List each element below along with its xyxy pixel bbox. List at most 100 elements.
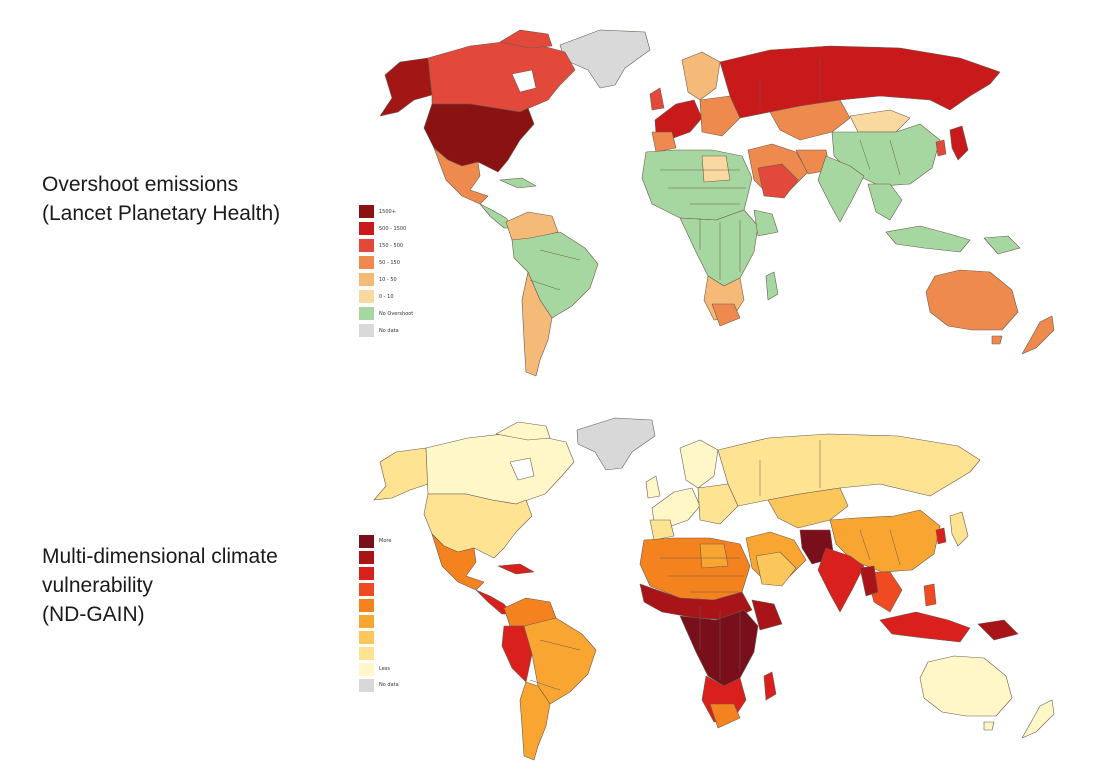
legend-swatch [359,273,374,286]
region-arabian-peninsula [757,163,799,199]
region-brazil [523,617,597,705]
vulnerability-map-caption: Multi-dimensional climate vulnerability … [42,542,278,629]
climate-vulnerability-map [373,417,1055,761]
region-alaska [373,447,429,501]
region-uk [649,87,665,111]
caption-line: vulnerability [42,574,153,597]
legend-swatch [359,646,374,660]
legend-swatch [359,239,374,252]
legend-swatch [359,256,374,269]
region-uk [645,475,661,499]
legend-item: No Overshoot [359,305,413,322]
legend-swatch [359,307,374,320]
legend-label: 500 - 1500 [379,225,407,232]
region-tasmania [991,335,1003,345]
legend-swatch [359,290,374,303]
region-caribbean [497,563,535,575]
region-south-africa [709,703,741,729]
caption-line: Overshoot emissions [42,173,239,196]
legend-label: 150 - 500 [379,242,404,249]
region-caribbean [499,177,537,189]
region-australia [925,269,1019,331]
region-korea [935,139,947,157]
region-madagascar [763,671,777,701]
legend-item [359,629,399,645]
region-greenland [576,417,656,471]
region-central-africa [679,609,759,687]
region-korea [935,527,947,545]
region-papua [983,235,1021,255]
region-myanmar [859,565,879,597]
legend-label: 0 - 10 [379,293,394,300]
region-eastern-europe [697,483,739,525]
legend-label: More [379,538,392,544]
region-brazil [511,231,599,319]
region-japan [949,511,969,547]
region-india [817,547,865,613]
legend-label: 50 - 150 [379,259,400,266]
region-central-africa [679,209,759,287]
region-horn-of-africa [753,209,779,237]
region-mexico [431,533,485,591]
region-iberia [651,131,677,153]
region-madagascar [765,271,779,301]
region-tasmania [983,721,995,731]
legend-item [359,549,399,565]
region-canada [425,431,575,505]
legend-swatch [359,566,374,580]
legend-swatch [359,614,374,628]
region-papua [977,619,1019,641]
legend-item: 500 - 1500 [359,220,413,237]
region-libya [701,155,731,183]
legend-item: No data [359,677,399,693]
legend-swatch [359,324,374,337]
legend-item [359,581,399,597]
legend-swatch [359,550,374,564]
region-hudson-bay [511,69,537,93]
region-canada [427,39,576,113]
region-russia [719,45,1001,119]
legend-item: More [359,533,399,549]
overshoot-emissions-map [379,29,1055,377]
legend-swatch [359,598,374,612]
legend-swatch [359,534,374,548]
legend-item: Less [359,661,399,677]
region-libya [699,543,729,569]
region-india [817,155,865,223]
overshoot-map-caption: Overshoot emissions (Lancet Planetary He… [42,170,280,228]
legend-item [359,597,399,613]
legend-item: 0 - 10 [359,288,413,305]
region-arctic-islands [499,29,553,49]
legend-label: No data [379,327,399,334]
region-new-zealand [1021,315,1055,355]
region-southern-cone [519,681,551,761]
region-australia [919,655,1013,717]
legend-swatch [359,582,374,596]
caption-line: Multi-dimensional climate [42,545,278,568]
region-scandinavia [681,51,721,101]
region-japan [949,125,969,161]
overshoot-legend: 1500+ 500 - 1500 150 - 500 50 - 150 10 - 50 0… [359,203,413,339]
region-russia [717,433,981,507]
legend-item: 50 - 150 [359,254,413,271]
region-indonesia [885,225,971,253]
legend-item [359,565,399,581]
region-philippines [923,583,937,607]
legend-label: No data [379,682,399,688]
region-new-zealand [1021,699,1055,739]
region-central-asia [769,99,851,141]
region-alaska [379,57,433,117]
caption-line: (Lancet Planetary Health) [42,202,281,225]
region-southeast-asia [867,183,903,221]
region-hudson-bay [509,457,535,481]
region-horn-of-africa [751,599,783,631]
legend-item: 150 - 500 [359,237,413,254]
legend-label: 1500+ [379,208,396,215]
region-mongolia [849,109,911,133]
legend-label: 10 - 50 [379,276,397,283]
region-eastern-europe [699,95,741,137]
region-greenland [559,29,651,89]
region-indonesia [879,611,971,643]
legend-item [359,613,399,629]
